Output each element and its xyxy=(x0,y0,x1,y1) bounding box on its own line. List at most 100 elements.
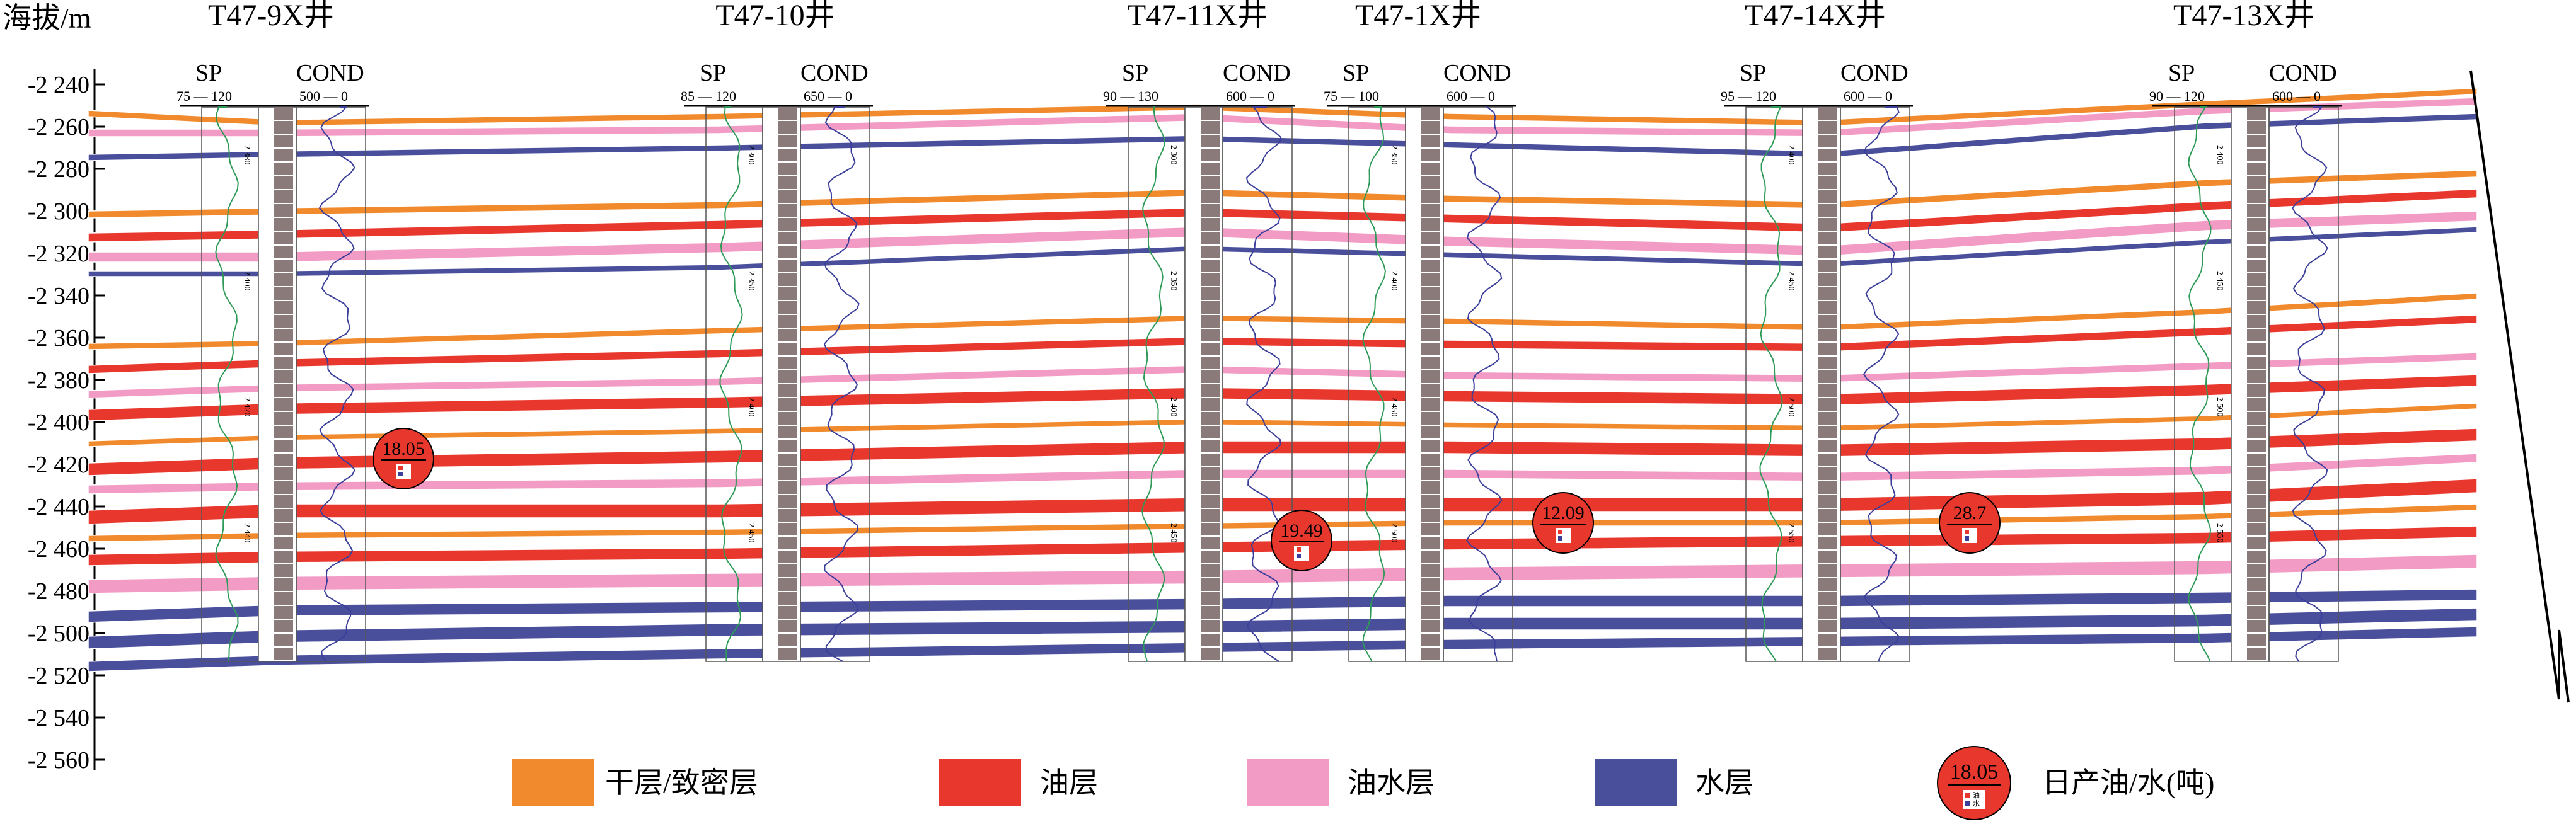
lith-block-oil xyxy=(1421,260,1440,272)
lith-block-oil xyxy=(778,301,797,314)
lith-block-oilwater xyxy=(1201,370,1220,383)
lith-block-dry xyxy=(274,149,293,161)
lith-block-oil xyxy=(778,551,797,563)
lith-block-water xyxy=(778,232,797,244)
lith-block-water xyxy=(2247,509,2266,522)
lith-block-water xyxy=(778,592,797,605)
lith-block-oilwater xyxy=(1201,204,1220,217)
lith-block-dry xyxy=(1201,412,1220,425)
sp-range: 95 — 120 xyxy=(1721,88,1776,104)
lith-block-dry xyxy=(1818,204,1837,217)
bubble-value: 28.7 xyxy=(1953,503,1987,524)
sp-range: 90 — 120 xyxy=(2149,88,2205,104)
lith-block-water xyxy=(778,315,797,328)
lith-block-water xyxy=(2247,121,2266,134)
lith-block-water xyxy=(778,287,797,300)
lith-block-oil xyxy=(778,218,797,231)
lith-block-oil xyxy=(778,163,797,175)
legend-prod-symbol: 18.05 油 水 xyxy=(1937,746,2011,820)
lith-block-water xyxy=(1421,107,1440,120)
lith-block-dry xyxy=(1818,592,1837,605)
red-square-icon xyxy=(1965,793,1970,798)
lith-block-oil xyxy=(778,357,797,369)
lith-block-oilwater xyxy=(1818,301,1837,314)
lith-block-oilwater xyxy=(1818,246,1837,258)
depth-mark: 2 400 xyxy=(1786,145,1796,165)
lith-block-oilwater xyxy=(1818,163,1837,175)
production-bubble: 28.7 xyxy=(1939,492,2001,554)
lith-block-oilwater xyxy=(1201,149,1220,161)
lith-block-oilwater xyxy=(274,329,293,341)
cond-curve xyxy=(2292,106,2328,662)
lith-block-water xyxy=(778,454,797,466)
bubble-box xyxy=(1962,528,1977,543)
layer-oil xyxy=(88,374,2478,421)
depth-mark: 2 400 xyxy=(1389,271,1399,291)
production-bubble: 18.05 xyxy=(373,428,434,489)
depth-mark: 2 450 xyxy=(1786,271,1796,291)
depth-mark: 2 400 xyxy=(2215,145,2224,165)
axis-tick-label: -2 380 xyxy=(28,367,90,394)
sp-curve xyxy=(1362,106,1386,662)
axis-tick-label: -2 260 xyxy=(28,114,90,140)
lith-block-dry xyxy=(1818,315,1837,328)
lith-block-oil xyxy=(778,606,797,619)
legend-prod-label: 日产油/水(吨) xyxy=(2042,767,2214,799)
cond-range: 600 — 0 xyxy=(1226,88,1274,104)
lith-block-water xyxy=(1421,578,1440,591)
lith-block-dry xyxy=(1201,107,1220,120)
lith-block-dry xyxy=(1818,232,1837,244)
well-column: T47-13X井 SP COND 90 — 120 600 — 0 2 400 2 450 2… xyxy=(2149,0,2342,662)
cond-range: 500 — 0 xyxy=(299,88,348,104)
lith-block-water xyxy=(1421,523,1440,535)
legend-prod-oil: 油 xyxy=(1973,791,1980,799)
lith-block-water xyxy=(778,509,797,522)
lith-block-dry xyxy=(1818,426,1837,438)
lith-block-water xyxy=(778,149,797,161)
cond-curve xyxy=(1863,106,1900,662)
lith-block-dry xyxy=(274,537,293,549)
bubble-box xyxy=(1556,528,1571,543)
well-name: T47-1X井 xyxy=(1355,0,1481,32)
axis-ticks: -2 240 -2 260 -2 280 -2 300 -2 320 -2 340 -2 3… xyxy=(28,72,105,774)
lith-block-oil xyxy=(778,329,797,341)
blue-square-icon xyxy=(1965,801,1970,806)
cond-label: COND xyxy=(1840,60,1909,86)
blue-square-icon xyxy=(1965,536,1969,541)
lith-block-oil xyxy=(1421,370,1440,383)
lith-block-oil xyxy=(1421,343,1440,355)
lith-block-oilwater xyxy=(274,440,293,452)
layer-oil xyxy=(88,188,2478,243)
lith-block-oilwater xyxy=(1818,495,1837,508)
legend-dry-swatch xyxy=(512,759,594,806)
lith-block-dry xyxy=(1201,634,1220,646)
lith-block-oil xyxy=(1421,149,1440,161)
lith-block-water xyxy=(778,121,797,134)
lith-block-oilwater xyxy=(1201,232,1220,244)
lith-block-oil xyxy=(1421,509,1440,522)
sp-label: SP xyxy=(1122,60,1148,86)
lith-block-oilwater xyxy=(274,551,293,563)
production-bubbles: 18.05 19.49 12.09 28.7 xyxy=(373,428,2001,571)
cond-curve xyxy=(318,106,356,662)
layer-dry xyxy=(88,88,2478,127)
layer-dry xyxy=(88,403,2478,447)
lith-block-dry xyxy=(274,426,293,438)
bubble-value: 19.49 xyxy=(1280,520,1323,541)
layer-water xyxy=(88,626,2478,672)
production-bubble: 12.09 xyxy=(1532,492,1594,554)
lith-block-oil xyxy=(1421,315,1440,328)
axis-tick-label: -2 300 xyxy=(28,198,90,225)
layer-water xyxy=(88,588,2478,623)
lith-block-water xyxy=(1421,495,1440,508)
lith-block-oilwater xyxy=(1818,578,1837,591)
lith-block-water xyxy=(1421,135,1440,147)
lith-block-dry xyxy=(1818,343,1837,355)
depth-mark: 2 500 xyxy=(1786,397,1796,417)
lith-block-water xyxy=(2247,481,2266,494)
lith-block-oil xyxy=(2247,246,2266,258)
sp-curve xyxy=(719,106,743,662)
axis-tick-label: -2 280 xyxy=(28,156,90,183)
lith-block-water xyxy=(2247,454,2266,466)
depth-mark: 2 450 xyxy=(1169,523,1178,543)
